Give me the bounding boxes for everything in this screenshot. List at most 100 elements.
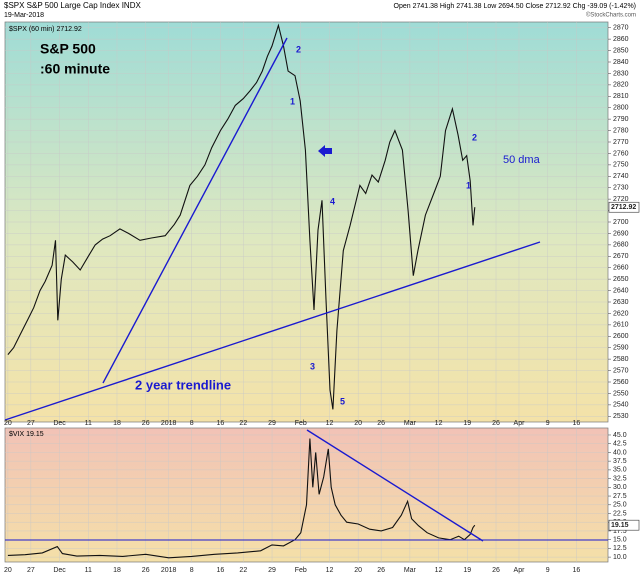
wave-label: 4 xyxy=(330,196,335,206)
x-tick-label: 22 xyxy=(239,420,247,427)
y-tick-label: 2820 xyxy=(613,82,629,89)
y-tick-label: 2690 xyxy=(613,230,629,237)
x-tick-label: 19 xyxy=(463,420,471,427)
subtitle: :60 minute xyxy=(40,61,110,77)
x-tick-label: 20 xyxy=(4,567,12,574)
wave-label: 3 xyxy=(310,361,315,371)
price-line xyxy=(7,23,476,410)
wave-label: 2 xyxy=(296,44,301,54)
y-tick-label: 2630 xyxy=(613,299,629,306)
x-tick-label: 20 xyxy=(4,420,12,427)
y-tick-label: 2800 xyxy=(613,105,629,112)
y-tick-label: 10.0 xyxy=(613,554,627,561)
x-tick-label: 8 xyxy=(190,420,194,427)
y-tick-label: 2840 xyxy=(613,59,629,66)
last-value-box xyxy=(608,519,640,531)
x-tick-label: 27 xyxy=(27,567,35,574)
y-tick-label: 12.5 xyxy=(613,545,627,552)
x-tick-label: 26 xyxy=(142,567,150,574)
y-tick-label: 2560 xyxy=(613,379,629,386)
x-tick-label: 2018 xyxy=(161,420,177,427)
x-tick-label: 12 xyxy=(435,567,443,574)
y-tick-label: 2650 xyxy=(613,276,629,283)
trendline-rise xyxy=(102,37,288,384)
x-tick-label: 26 xyxy=(377,420,385,427)
x-tick-label: 26 xyxy=(377,567,385,574)
x-tick-label: 22 xyxy=(239,567,247,574)
y-tick-label: 2640 xyxy=(613,287,629,294)
panel-label: $SPX (60 min) 2712.92 xyxy=(9,26,82,33)
y-tick-label: 2620 xyxy=(613,310,629,317)
y-tick-label: 2830 xyxy=(613,70,629,77)
y-tick-label: 45.0 xyxy=(613,432,627,439)
x-tick-label: 2018 xyxy=(161,567,177,574)
y-tick-label: 17.5 xyxy=(613,528,627,535)
x-tick-label: Apr xyxy=(514,420,526,427)
y-tick-label: 2750 xyxy=(613,162,629,169)
x-tick-label: 26 xyxy=(142,420,150,427)
y-tick-label: 2660 xyxy=(613,265,629,272)
y-tick-label: 15.0 xyxy=(613,537,627,544)
x-tick-label: 16 xyxy=(216,567,224,574)
x-tick-label: 9 xyxy=(546,567,550,574)
x-tick-label: 8 xyxy=(190,567,194,574)
x-tick-label: Mar xyxy=(404,567,417,574)
date: 19-Mar-2018 xyxy=(4,12,44,19)
y-tick-label: 2850 xyxy=(613,47,629,54)
x-tick-label: 12 xyxy=(326,567,334,574)
x-tick-label: 16 xyxy=(216,420,224,427)
y-tick-label: 2870 xyxy=(613,25,629,32)
x-tick-label: 16 xyxy=(573,420,581,427)
y-tick-label: 2530 xyxy=(613,413,629,420)
x-tick-label: 18 xyxy=(113,420,121,427)
x-tick-label: Dec xyxy=(53,420,66,427)
y-tick-label: 2600 xyxy=(613,333,629,340)
last-value-label: 2712.92 xyxy=(611,204,636,211)
x-tick-label: Feb xyxy=(295,567,307,574)
last-value-box xyxy=(608,201,640,213)
x-tick-label: Mar xyxy=(404,420,417,427)
x-tick-label: 29 xyxy=(268,420,276,427)
y-tick-label: 2550 xyxy=(613,390,629,397)
y-tick-label: 2610 xyxy=(613,322,629,329)
y-tick-label: 2670 xyxy=(613,253,629,260)
x-tick-label: 12 xyxy=(326,420,334,427)
y-tick-label: 32.5 xyxy=(613,475,627,482)
y-tick-label: 2770 xyxy=(613,139,629,146)
arrow xyxy=(318,145,332,157)
y-tick-label: 40.0 xyxy=(613,449,627,456)
x-tick-label: 26 xyxy=(492,420,500,427)
y-tick-label: 2680 xyxy=(613,242,629,249)
y-tick-label: 2810 xyxy=(613,93,629,100)
y-tick-label: 2580 xyxy=(613,356,629,363)
y-tick-label: 2860 xyxy=(613,36,629,43)
x-tick-label: 11 xyxy=(85,567,92,574)
y-tick-label: 2540 xyxy=(613,402,629,409)
y-tick-label: 2590 xyxy=(613,345,629,352)
x-tick-label: Dec xyxy=(53,567,66,574)
trendline-label: 2 year trendline xyxy=(135,377,231,392)
trendline-vix xyxy=(306,429,484,542)
x-tick-label: Feb xyxy=(295,420,307,427)
wave-label: 1 xyxy=(466,180,471,190)
symbol: $SPX S&P 500 Large Cap Index INDX xyxy=(4,1,141,10)
x-tick-label: 12 xyxy=(435,420,443,427)
x-tick-label: 20 xyxy=(354,567,362,574)
y-tick-label: 2760 xyxy=(613,150,629,157)
y-tick-label: 25.0 xyxy=(613,502,627,509)
panel-label: $VIX 19.15 xyxy=(9,431,44,438)
wave-label: 1 xyxy=(290,96,295,106)
quote: Open 2741.38 High 2741.38 Low 2694.50 Cl… xyxy=(394,3,636,10)
y-tick-label: 2790 xyxy=(613,116,629,123)
y-tick-label: 30.0 xyxy=(613,484,627,491)
title: S&P 500 xyxy=(40,41,96,57)
x-tick-label: 19 xyxy=(463,567,471,574)
x-tick-label: 27 xyxy=(27,420,35,427)
y-tick-label: 2740 xyxy=(613,173,629,180)
x-tick-label: 18 xyxy=(113,567,121,574)
credit: ©StockCharts.com xyxy=(586,12,636,19)
y-tick-label: 22.5 xyxy=(613,510,627,517)
wave-label: 2 xyxy=(472,132,477,142)
trendline-2yr xyxy=(4,241,541,421)
